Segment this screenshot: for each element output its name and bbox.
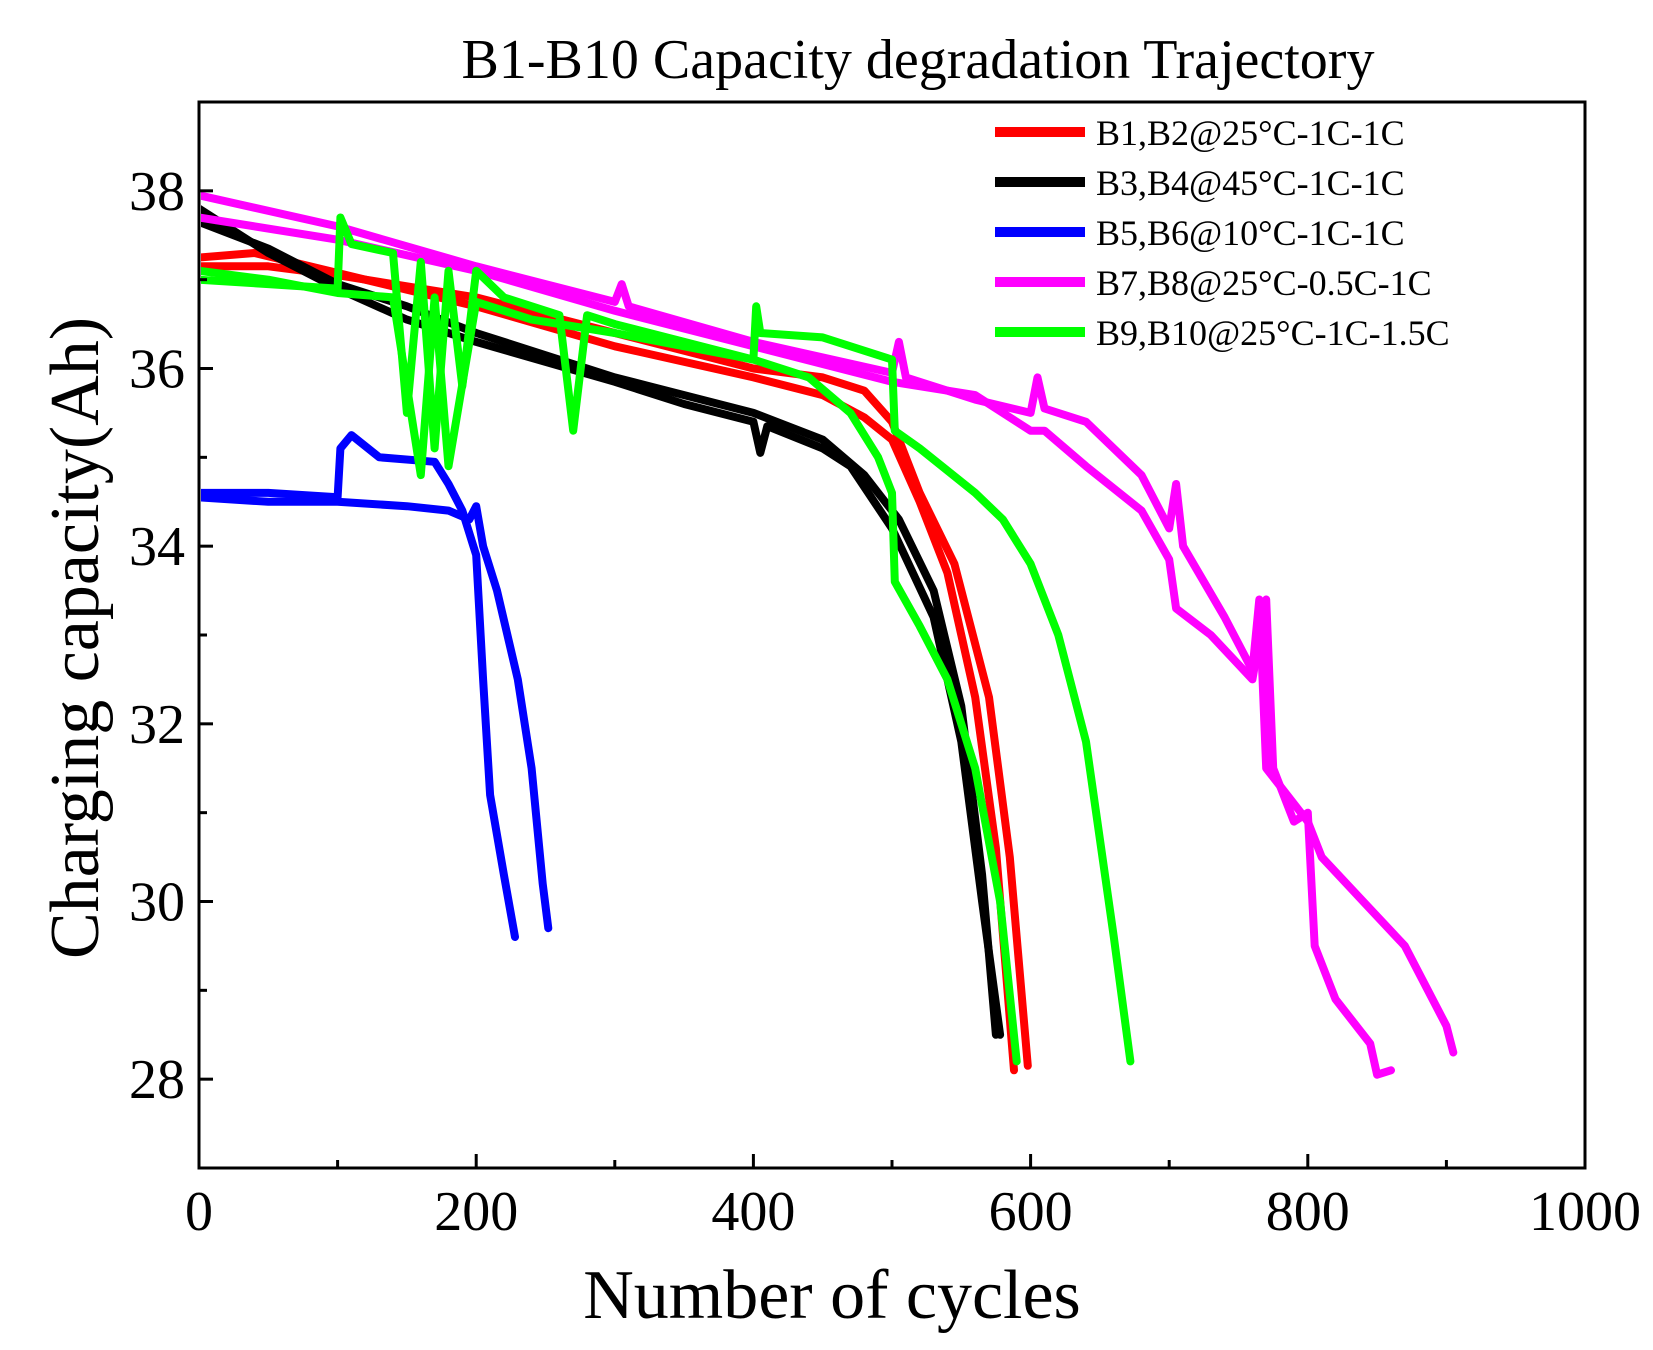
y-tick-label: 30 — [129, 872, 185, 934]
y-tick-label: 28 — [129, 1049, 185, 1111]
x-tick-label: 800 — [1266, 1181, 1350, 1243]
y-tick-label: 38 — [129, 161, 185, 223]
y-tick-label: 36 — [129, 339, 185, 401]
x-tick-label: 600 — [989, 1181, 1073, 1243]
series-line-9 — [201, 213, 1135, 1066]
y-tick-label: 34 — [129, 516, 185, 578]
series-layer — [201, 191, 1458, 1079]
legend-label: B3,B4@45°C-1C-1C — [1096, 163, 1405, 203]
legend-label: B1,B2@25°C-1C-1C — [1096, 113, 1405, 153]
legend-label: B5,B6@10°C-1C-1C — [1096, 213, 1405, 253]
x-tick-label: 400 — [711, 1181, 795, 1243]
series-line-6 — [201, 493, 553, 933]
legend: B1,B2@25°C-1C-1C B3,B4@45°C-1C-1C B5,B6@10… — [995, 113, 1450, 353]
x-axis: 0 200 400 600 800 1000 — [185, 1154, 1641, 1243]
series-line-5 — [201, 431, 519, 941]
series-line-10 — [201, 267, 1021, 1066]
y-axis: 28 30 32 34 36 38 — [129, 100, 213, 1170]
y-tick-label: 32 — [129, 694, 185, 756]
x-tick-label: 0 — [185, 1181, 213, 1243]
series-line-2 — [201, 262, 1032, 1070]
chart-title: B1-B10 Capacity degradation Trajectory — [462, 29, 1375, 91]
series-line-8 — [201, 213, 1395, 1079]
y-axis-label: Charging capacity(Ah) — [37, 317, 114, 959]
x-tick-label: 1000 — [1529, 1181, 1641, 1243]
series-line-3 — [201, 205, 1005, 1039]
plot-frame — [197, 100, 1587, 1170]
x-axis-label: Number of cycles — [583, 1257, 1081, 1334]
x-tick-label: 200 — [434, 1181, 518, 1243]
legend-label: B9,B10@25°C-1C-1.5C — [1096, 313, 1450, 353]
legend-label: B7,B8@25°C-0.5C-1C — [1096, 263, 1432, 303]
